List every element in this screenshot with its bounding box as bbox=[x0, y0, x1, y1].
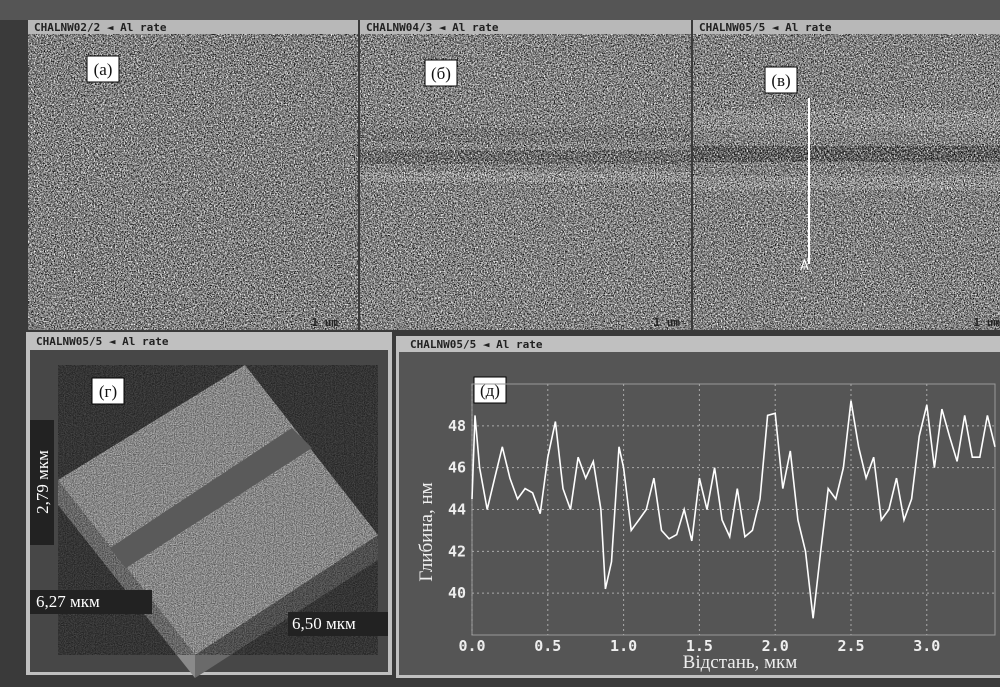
panel-label: (а) bbox=[94, 60, 113, 79]
dimension: 6,50 мкм bbox=[292, 614, 356, 633]
panel-header: CHALNW05/5 ◄ Al rate bbox=[410, 338, 543, 351]
x-axis-label: Відстань, мкм bbox=[683, 652, 798, 673]
scale-label: 1 um bbox=[312, 316, 339, 329]
y-tick-label: 40 bbox=[448, 584, 466, 602]
panel-header: CHALNW05/5 ◄ Al rate bbox=[36, 335, 169, 348]
texture bbox=[693, 34, 1000, 330]
y-tick-label: 48 bbox=[448, 417, 466, 435]
y-tick-label: 44 bbox=[448, 501, 466, 519]
scale-label: 1 um bbox=[974, 316, 1000, 329]
panel-header: CHALNW02/2 ◄ Al rate bbox=[34, 21, 167, 34]
x-tick-label: 1.5 bbox=[686, 637, 713, 655]
panel-label: (в) bbox=[771, 71, 790, 90]
panel-header: CHALNW05/5 ◄ Al rate bbox=[699, 21, 832, 34]
marker-label: A bbox=[800, 259, 809, 274]
scale-label: 1 um bbox=[654, 316, 681, 329]
texture bbox=[28, 34, 358, 330]
panel-d: CHALNW05/5 ◄ Al rate (д) Глибина, нм Від… bbox=[396, 336, 1000, 678]
panel-label: (б) bbox=[431, 64, 451, 83]
x-tick-label: 0.0 bbox=[458, 637, 485, 655]
panel-c: CHALNW05/5 ◄ Al rate A (в) 1 um bbox=[693, 20, 1000, 330]
panel-header: CHALNW04/3 ◄ Al rate bbox=[366, 21, 499, 34]
texture bbox=[360, 34, 691, 330]
x-tick-label: 2.0 bbox=[762, 637, 789, 655]
x-tick-label: 3.0 bbox=[913, 637, 940, 655]
panel-a: CHALNW02/2 ◄ Al rate (а) 1 um bbox=[28, 20, 358, 330]
y-tick-label: 42 bbox=[448, 542, 466, 560]
y-axis-label: Глибина, нм bbox=[416, 482, 437, 581]
x-tick-label: 1.0 bbox=[610, 637, 637, 655]
panel-label: (г) bbox=[99, 382, 117, 401]
top-strip bbox=[0, 0, 1000, 20]
panel-b: CHALNW04/3 ◄ Al rate (б) 1 um bbox=[360, 20, 691, 330]
dimension: 2,79 мкм bbox=[33, 450, 52, 514]
x-tick-label: 2.5 bbox=[837, 637, 864, 655]
dimension: 6,27 мкм bbox=[36, 592, 100, 611]
y-tick-label: 46 bbox=[448, 459, 466, 477]
figure: CHALNW02/2 ◄ Al rate (а) 1 um CHALNW04/3… bbox=[0, 0, 1000, 687]
x-tick-label: 0.5 bbox=[534, 637, 561, 655]
panel-g: CHALNW05/5 ◄ Al rate (г) 2,79 мкм 6,27 м… bbox=[26, 332, 392, 678]
